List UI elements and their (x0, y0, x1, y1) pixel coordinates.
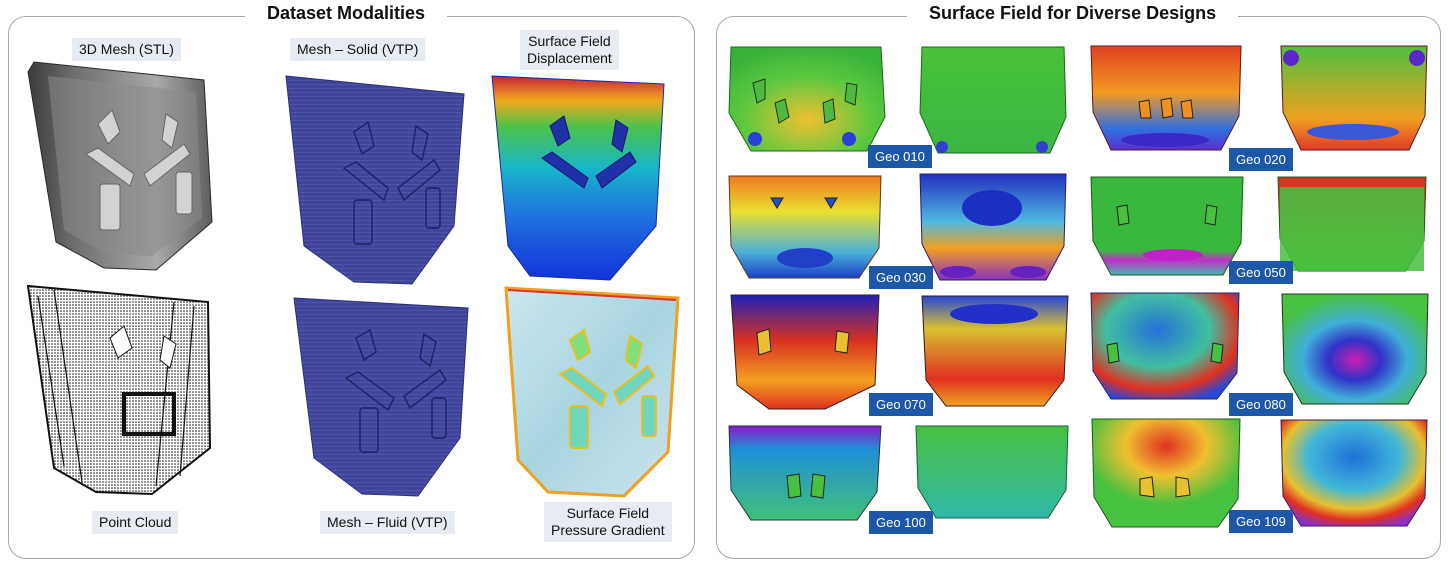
geo-tag-080: Geo 080 (1229, 393, 1293, 416)
label-line-2: Displacement (527, 50, 612, 66)
geo-010-right-render (919, 46, 1067, 154)
label-line-1: Surface Field (566, 505, 650, 521)
panel-title-surface-field: Surface Field for Diverse Designs (907, 3, 1239, 24)
geo-tag-070: Geo 070 (869, 393, 933, 416)
geo-050-right-render (1277, 176, 1427, 272)
geo-tag-100: Geo 100 (869, 511, 933, 534)
label-line-1: Surface Field (528, 33, 611, 49)
geo-070-right-render (921, 295, 1069, 407)
geo-070-left-render (730, 294, 880, 410)
geo-030-left-render (728, 175, 882, 279)
label-3d-mesh-stl: 3D Mesh (STL) (72, 38, 181, 61)
geo-tag-050: Geo 050 (1229, 261, 1293, 284)
geo-030-right-render (919, 173, 1067, 281)
geo-tag-109: Geo 109 (1229, 510, 1293, 533)
surface-field-displacement-render (491, 75, 665, 281)
mesh-stl-render (27, 61, 213, 271)
geo-020-left-render (1090, 45, 1242, 151)
mesh-solid-render (285, 75, 465, 285)
geo-020-right-render (1280, 45, 1428, 151)
geo-100-left-render (728, 425, 882, 521)
geo-010-left-render (728, 46, 886, 152)
geo-080-right-render (1281, 293, 1429, 405)
surface-field-pressure-gradient-render (504, 286, 680, 498)
geo-109-right-render (1280, 419, 1428, 527)
label-mesh-fluid: Mesh – Fluid (VTP) (320, 511, 455, 534)
label-surface-field-pressure-gradient: Surface Field Pressure Gradient (544, 502, 672, 542)
geo-109-left-render (1091, 418, 1241, 528)
label-point-cloud: Point Cloud (92, 511, 179, 534)
geo-050-left-render (1090, 176, 1244, 276)
point-cloud-render (26, 284, 212, 496)
label-mesh-solid: Mesh – Solid (VTP) (290, 38, 426, 61)
label-line-2: Pressure Gradient (551, 522, 665, 538)
geo-080-left-render (1090, 292, 1240, 400)
panel-title-dataset-modalities: Dataset Modalities (245, 3, 448, 24)
geo-100-right-render (915, 425, 1069, 519)
geo-tag-020: Geo 020 (1229, 148, 1293, 171)
geo-tag-030: Geo 030 (869, 266, 933, 289)
mesh-fluid-render (293, 297, 469, 497)
geo-tag-010: Geo 010 (868, 145, 932, 168)
label-surface-field-displacement: Surface Field Displacement (520, 30, 619, 70)
